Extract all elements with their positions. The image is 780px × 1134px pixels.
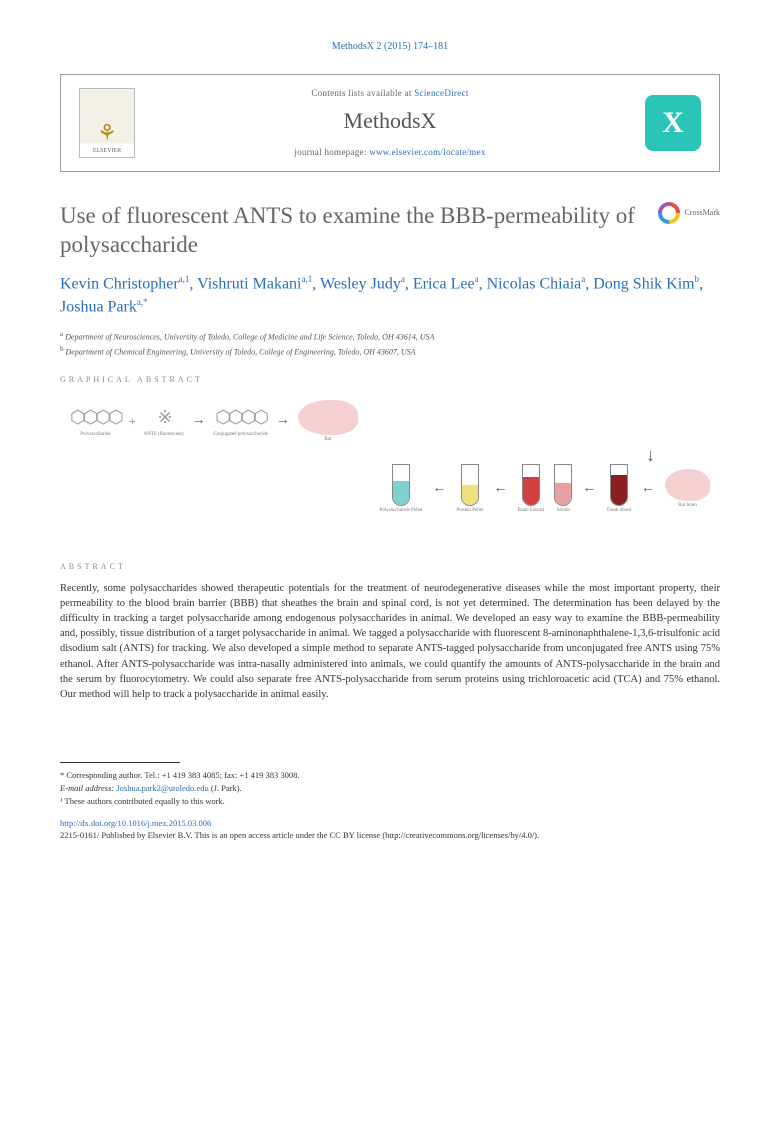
author-affil-sup: a (475, 274, 479, 284)
ga-polysaccharide: ⬡⬡⬡⬡ Polysaccharide (70, 405, 121, 438)
homepage-prefix: journal homepage: (294, 147, 369, 157)
ga-caption: Conjugated polysaccharide (214, 432, 268, 438)
affiliation-line: a Department of Neurosciences, Universit… (60, 329, 720, 344)
author-affil-sup: a,1 (301, 274, 312, 284)
ga-serum: Serum (554, 464, 572, 514)
author-name: Dong Shik Kim (593, 276, 694, 293)
corresponding-author-note: * Corresponding author. Tel.: +1 419 383… (60, 769, 720, 782)
footer-divider (60, 762, 180, 763)
homepage-line: journal homepage: www.elsevier.com/locat… (149, 146, 631, 159)
elsevier-logo[interactable]: ⚘ ELSEVIER (79, 88, 135, 158)
ga-caption: Polysaccharide (80, 432, 110, 438)
arrow-right-icon: → (276, 411, 290, 431)
homepage-link[interactable]: www.elsevier.com/locate/mex (369, 147, 485, 157)
tube-icon (554, 464, 572, 506)
ga-protein-pellet: Protein Pellet (456, 464, 483, 514)
ga-caption: Rat brain (678, 503, 696, 509)
doi-link[interactable]: http://dx.doi.org/10.1016/j.mex.2015.03.… (60, 818, 720, 830)
hexagon-chain-icon: ⬡⬡⬡⬡ (215, 405, 266, 430)
author-affil-sup: b (695, 274, 700, 284)
journal-reference: MethodsX 2 (2015) 174–181 (60, 40, 720, 54)
ga-row-1: ⬡⬡⬡⬡ Polysaccharide + ※ ANTS (fluorescen… (60, 393, 720, 448)
affiliation-line: b Department of Chemical Engineering, Un… (60, 344, 720, 359)
equal-contribution-note: ¹ These authors contributed equally to t… (60, 795, 720, 808)
ga-caption: Polysaccharide Pellet (380, 508, 423, 514)
rat-icon (298, 400, 358, 435)
arrow-left-icon: ← (582, 479, 596, 499)
ga-row-2: Rat brain ← Trunk blood ← Serum Brain Ex… (60, 448, 720, 528)
crossmark-badge[interactable]: CrossMark (658, 202, 720, 224)
elsevier-tree-icon: ⚘ (97, 122, 117, 144)
arrow-left-icon: ← (494, 479, 508, 499)
author-name: Vishruti Makani (197, 276, 301, 293)
journal-name: MethodsX (149, 106, 631, 137)
crossmark-icon (658, 202, 680, 224)
contents-line: Contents lists available at ScienceDirec… (149, 87, 631, 100)
methodsx-logo[interactable]: X (645, 95, 701, 151)
ga-caption: ANTS (fluorescent) (144, 432, 184, 438)
abstract-text: Recently, some polysaccharides showed th… (60, 581, 720, 703)
ga-brain: Rat brain (665, 469, 710, 509)
author-name: Erica Lee (413, 276, 475, 293)
ga-caption: Trunk blood (606, 508, 631, 514)
contents-prefix: Contents lists available at (311, 88, 414, 98)
email-link[interactable]: Joshua.park2@utoledo.edu (116, 783, 208, 793)
email-label: E-mail address: (60, 783, 116, 793)
authors-list: Kevin Christophera,1, Vishruti Makania,1… (60, 273, 720, 318)
affiliations: a Department of Neurosciences, Universit… (60, 329, 720, 358)
ga-polysac-pellet: Polysaccharide Pellet (380, 464, 423, 514)
email-suffix: (J. Park). (209, 783, 242, 793)
arrow-down-icon: ↓ (646, 443, 655, 468)
ga-conjugated: ⬡⬡⬡⬡ Conjugated polysaccharide (214, 405, 268, 438)
author-name: Kevin Christopher (60, 276, 179, 293)
arrow-left-icon: ← (641, 479, 655, 499)
author-affil-sup: a (401, 274, 405, 284)
hexagon-chain-icon: ⬡⬡⬡⬡ (70, 405, 121, 430)
ga-ants: ※ ANTS (fluorescent) (144, 405, 184, 438)
tube-icon (610, 464, 628, 506)
arrow-left-icon: ← (432, 479, 446, 499)
sciencedirect-link[interactable]: ScienceDirect (414, 88, 468, 98)
author-name: Wesley Judy (320, 276, 401, 293)
graphical-abstract-label: GRAPHICAL ABSTRACT (60, 374, 720, 385)
ga-caption: Serum (557, 508, 570, 514)
tube-icon (522, 464, 540, 506)
author-name: Nicolas Chiaia (487, 276, 582, 293)
ga-brain-extract: Brain Extract (518, 464, 545, 514)
article-title: Use of fluorescent ANTS to examine the B… (60, 202, 658, 260)
brain-icon (665, 469, 710, 501)
abstract-label: ABSTRACT (60, 561, 720, 572)
tube-icon (392, 464, 410, 506)
tube-icon (461, 464, 479, 506)
header-center: Contents lists available at ScienceDirec… (149, 87, 631, 159)
molecule-icon: ※ (158, 405, 170, 430)
author-affil-sup: a,1 (179, 274, 190, 284)
footnotes: * Corresponding author. Tel.: +1 419 383… (60, 769, 720, 807)
ga-caption: Rat (324, 437, 331, 443)
arrow-right-icon: → (192, 411, 206, 431)
ga-trunk-blood: Trunk blood (606, 464, 631, 514)
journal-header-box: ⚘ ELSEVIER Contents lists available at S… (60, 74, 720, 172)
license-text: 2215-0161/ Published by Elsevier B.V. Th… (60, 830, 720, 842)
author-affil-sup: a (581, 274, 585, 284)
ga-caption: Brain Extract (518, 508, 545, 514)
plus-icon: + (129, 413, 136, 430)
email-line: E-mail address: Joshua.park2@utoledo.edu… (60, 782, 720, 795)
crossmark-label: CrossMark (684, 207, 720, 218)
title-row: Use of fluorescent ANTS to examine the B… (60, 202, 720, 260)
author-name: Joshua Park (60, 299, 137, 316)
graphical-abstract: ⬡⬡⬡⬡ Polysaccharide + ※ ANTS (fluorescen… (60, 393, 720, 543)
ga-caption: Protein Pellet (456, 508, 483, 514)
elsevier-label: ELSEVIER (93, 147, 121, 155)
author-affil-sup: a,* (137, 297, 148, 307)
ga-rat: Rat (298, 400, 358, 443)
